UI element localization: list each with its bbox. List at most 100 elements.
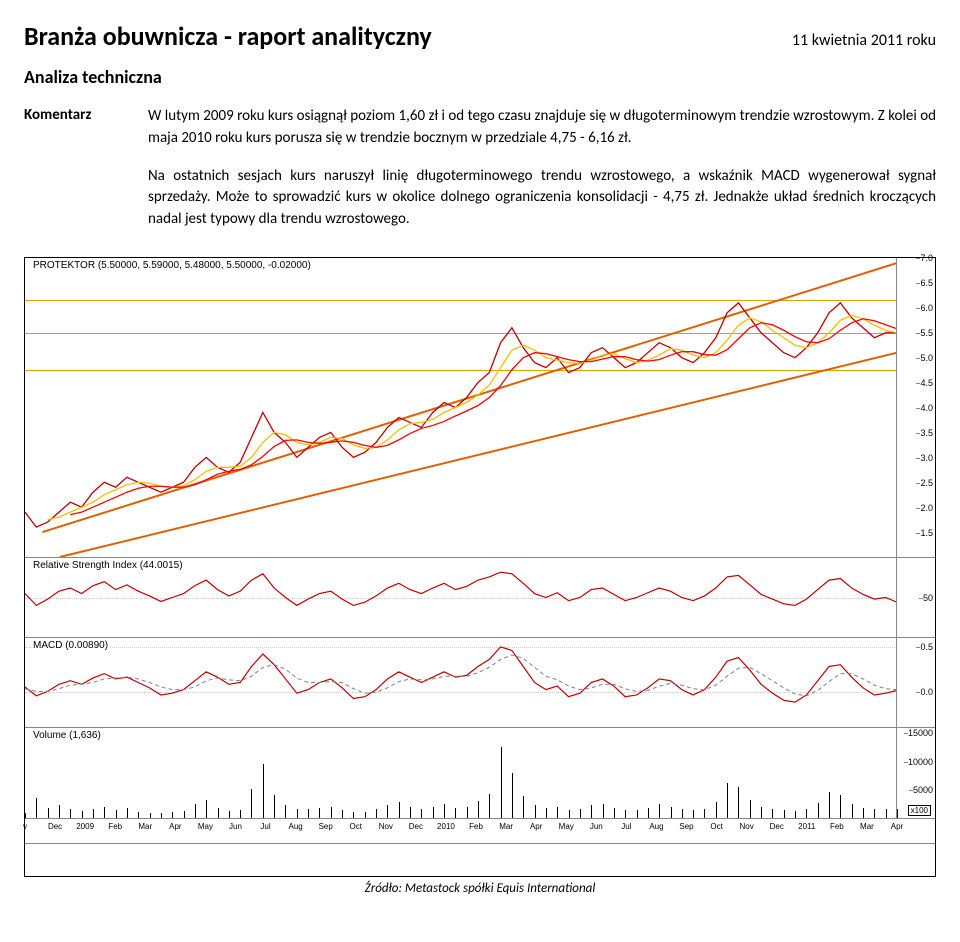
x-tick: Nov (740, 822, 754, 831)
x-tick: May (559, 822, 574, 831)
volume-scale-label: x100 (908, 805, 931, 816)
volume-bar (557, 807, 558, 818)
volume-bar (818, 803, 819, 818)
volume-bar (523, 796, 524, 817)
macd-ytick: 0.5 (920, 642, 933, 652)
x-tick: Dec (770, 822, 784, 831)
rsi-ytick: 50 (923, 593, 933, 603)
x-tick: Apr (891, 822, 903, 831)
volume-bar (48, 808, 49, 818)
volume-bar (184, 811, 185, 818)
price-panel-title: PROTEKTOR (5.50000, 5.59000, 5.48000, 5.… (31, 260, 313, 271)
volume-bar (70, 809, 71, 817)
volume-bar (648, 808, 649, 818)
macd-ytick: 0.0 (920, 687, 933, 697)
comment-text: W lutym 2009 roku kurs osiągnął poziom 1… (148, 106, 936, 247)
x-tick: Jun (590, 822, 603, 831)
volume-bar (874, 809, 875, 817)
price-ytick: 4.0 (920, 403, 933, 413)
volume-bar (501, 747, 502, 817)
volume-bar (274, 795, 275, 818)
volume-bar (93, 809, 94, 818)
volume-bar (433, 807, 434, 818)
x-tick: Sep (319, 822, 333, 831)
volume-ytick: 10000 (908, 757, 933, 767)
volume-panel: Volume (1,636) 50001000015000x100 (25, 728, 935, 818)
x-tick: Oct (350, 822, 362, 831)
x-tick: Nov (379, 822, 393, 831)
x-axis: v Dec 2009 Feb Mar Apr May Jun Jul Aug Sep Oct Nov De… (25, 818, 935, 844)
price-ytick: 6.0 (920, 303, 933, 313)
chart-source: Źródło: Metastock spółki Equis Internati… (24, 881, 936, 896)
volume-bar (829, 792, 830, 817)
volume-ytick: 5000 (913, 785, 933, 795)
x-tick: Dec (409, 822, 423, 831)
volume-bar (546, 808, 547, 818)
volume-panel-title: Volume (1,636) (31, 730, 103, 741)
paragraph-2: Na ostatnich sesjach kurs naruszył linię… (148, 166, 936, 231)
volume-bar (229, 811, 230, 818)
x-tick: 2009 (76, 822, 94, 831)
x-tick: Oct (710, 822, 722, 831)
rsi-panel: Relative Strength Index (44.0015) 50 (25, 558, 935, 638)
price-ytick: 3.0 (920, 453, 933, 463)
x-tick: Apr (169, 822, 181, 831)
x-tick: v (23, 822, 27, 831)
price-ytick: 3.5 (920, 428, 933, 438)
report-date: 11 kwietnia 2011 roku (792, 31, 936, 50)
x-tick: May (198, 822, 213, 831)
volume-bar (467, 807, 468, 818)
volume-bar (886, 809, 887, 818)
volume-bar (637, 810, 638, 818)
volume-bar (342, 810, 343, 817)
volume-bar (489, 794, 490, 818)
x-tick: Mar (860, 822, 874, 831)
volume-bar (331, 807, 332, 818)
volume-bar (772, 809, 773, 818)
volume-bar (319, 808, 320, 818)
x-tick: Apr (530, 822, 542, 831)
volume-bar (761, 807, 762, 818)
x-tick: Aug (288, 822, 302, 831)
volume-bar (127, 808, 128, 818)
volume-bar (693, 810, 694, 817)
price-ytick: 1.5 (920, 528, 933, 538)
volume-bar (297, 809, 298, 817)
price-ytick: 6.5 (920, 278, 933, 288)
paragraph-1: W lutym 2009 roku kurs osiągnął poziom 1… (148, 106, 936, 150)
x-tick: Feb (469, 822, 483, 831)
price-ytick: 7.0 (920, 253, 933, 263)
price-ytick: 4.5 (920, 378, 933, 388)
volume-bar (82, 811, 83, 818)
volume-bar (512, 773, 513, 818)
section-subtitle: Analiza techniczna (24, 66, 936, 88)
volume-bar (750, 800, 751, 818)
x-tick: Jun (229, 822, 242, 831)
volume-bar (784, 810, 785, 817)
volume-bar (614, 808, 615, 818)
x-tick: Feb (830, 822, 844, 831)
price-ytick: 5.5 (920, 328, 933, 338)
price-ytick: 5.0 (920, 353, 933, 363)
volume-bar (478, 801, 479, 818)
volume-bar (852, 804, 853, 818)
volume-bar (738, 787, 739, 818)
volume-bar (263, 764, 264, 817)
x-tick: Dec (48, 822, 62, 831)
volume-bar (455, 808, 456, 818)
volume-bar (625, 810, 626, 817)
volume-bar (104, 807, 105, 818)
macd-panel-title: MACD (0.00890) (31, 640, 110, 651)
x-tick: Jul (260, 822, 270, 831)
volume-bar (659, 804, 660, 818)
x-tick: Jul (621, 822, 631, 831)
volume-bar (421, 809, 422, 817)
volume-bar (569, 810, 570, 818)
volume-bar (535, 805, 536, 817)
x-tick: 2010 (437, 822, 455, 831)
volume-bar (240, 810, 241, 818)
macd-panel: MACD (0.00890) 0.0 0.5 (25, 638, 935, 728)
volume-bar (806, 809, 807, 817)
volume-bar (251, 789, 252, 818)
x-tick: Aug (649, 822, 663, 831)
